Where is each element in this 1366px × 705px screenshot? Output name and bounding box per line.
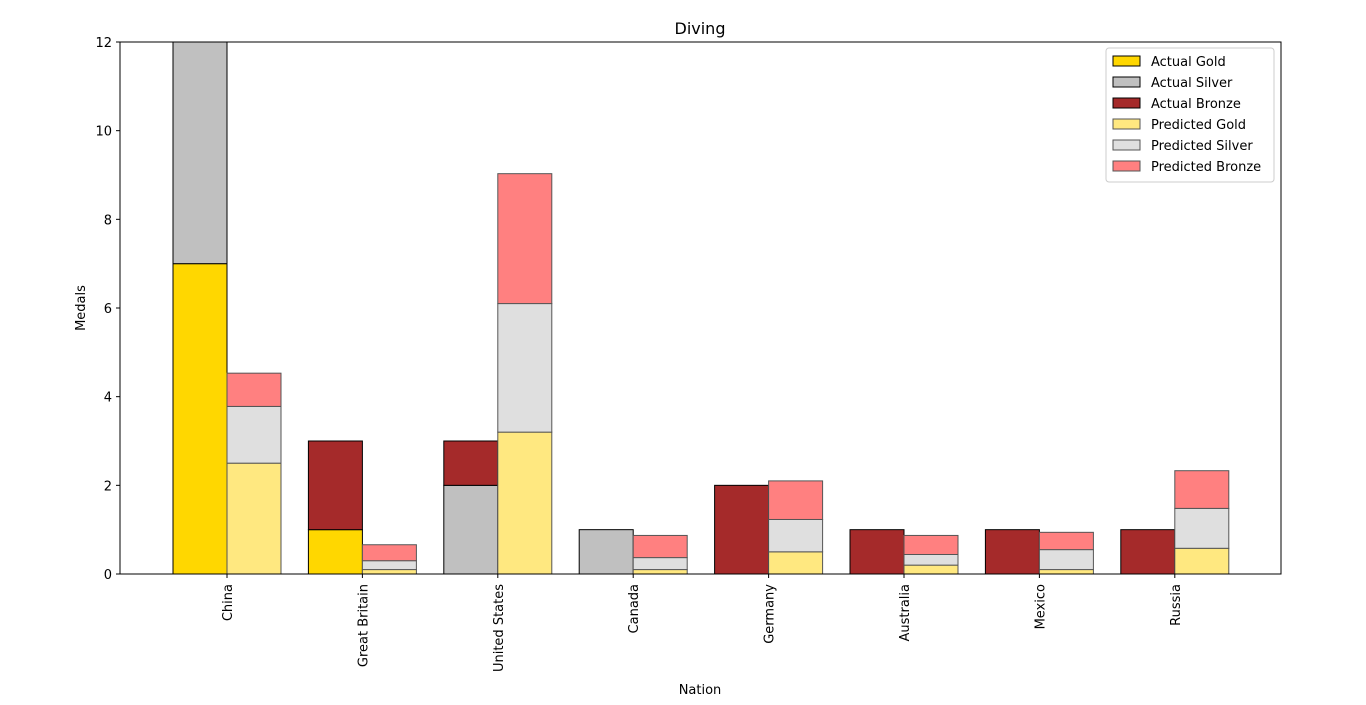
bar-actual-silver-china [172,41,228,265]
bars-layer [172,41,1230,575]
legend-swatch [1112,97,1141,109]
bar-actual-silver-canada [578,529,634,575]
bar-predicted-silver-mexico [1038,549,1094,571]
bar-actual-bronze-mexico [984,529,1040,575]
bar-predicted-gold-mexico [1038,569,1094,575]
y-tick-label: 2 [104,479,112,494]
x-tick-label: United States [492,584,507,672]
legend-swatch [1112,139,1141,151]
bar-predicted-silver-russia [1174,507,1230,549]
legend-swatch [1112,76,1141,88]
bar-actual-bronze-united-states [443,440,499,486]
bar-predicted-bronze-canada [632,534,688,559]
y-tick-label: 0 [104,568,112,583]
x-tick-label: Germany [763,584,778,644]
y-axis-title: Medals [74,285,89,331]
bar-predicted-silver-united-states [497,303,553,433]
legend-label: Actual Gold [1151,55,1226,70]
bar-predicted-bronze-germany [768,480,824,520]
bar-predicted-bronze-united-states [497,173,553,305]
x-tick-label: Great Britain [356,584,371,667]
y-tick-label: 10 [95,125,112,140]
legend-label: Actual Bronze [1151,97,1241,112]
bar-predicted-bronze-great-britain [361,544,417,562]
y-tick-label: 12 [95,36,112,51]
bar-predicted-gold-russia [1174,547,1230,575]
bar-predicted-gold-germany [768,551,824,575]
bar-actual-bronze-great-britain [307,440,363,531]
legend-swatch [1112,55,1141,67]
bar-predicted-silver-australia [903,553,959,566]
x-tick-label: Australia [898,584,913,642]
bar-actual-gold-china [172,263,228,575]
bar-predicted-gold-australia [903,564,959,575]
bar-predicted-silver-canada [632,557,688,571]
bar-predicted-bronze-china [226,372,282,407]
bar-predicted-gold-united-states [497,431,553,575]
legend-label: Actual Silver [1151,76,1233,91]
x-tick-label: Mexico [1033,584,1048,629]
bar-predicted-silver-great-britain [361,560,417,571]
bar-predicted-bronze-mexico [1038,531,1094,551]
legend-swatch [1112,118,1141,130]
bar-predicted-silver-china [226,405,282,464]
legend-label: Predicted Bronze [1151,160,1261,175]
bar-predicted-gold-great-britain [361,569,417,575]
y-tick-label: 6 [104,302,112,317]
legend-label: Predicted Gold [1151,118,1246,133]
legend-box [1105,47,1275,183]
y-tick-label: 4 [104,391,112,406]
legend: Actual Gold Actual Silver Actual Bronze Pre… [1105,47,1275,183]
chart-title: Diving [675,19,726,38]
bar-predicted-gold-china [226,462,282,575]
x-axis: China Great Britain United States Canada Ger… [221,574,1184,672]
bar-actual-bronze-russia [1120,529,1176,575]
x-axis-title: Nation [679,683,722,698]
bar-actual-gold-great-britain [307,529,363,575]
y-tick-label: 8 [104,213,112,228]
legend-swatch [1112,160,1141,172]
x-tick-label: Canada [627,584,642,633]
bar-predicted-gold-canada [632,569,688,575]
x-tick-label: China [221,584,236,621]
bar-predicted-silver-germany [768,518,824,553]
bar-actual-bronze-australia [849,529,905,575]
x-tick-label: Russia [1169,584,1184,626]
bar-actual-silver-united-states [443,484,499,575]
bar-actual-bronze-germany [714,484,770,575]
y-axis: 0 2 4 6 8 10 12 [95,36,120,583]
bar-predicted-bronze-australia [903,534,959,555]
legend-label: Predicted Silver [1151,139,1253,154]
plot-frame [119,41,1282,575]
bar-predicted-bronze-russia [1174,470,1230,509]
